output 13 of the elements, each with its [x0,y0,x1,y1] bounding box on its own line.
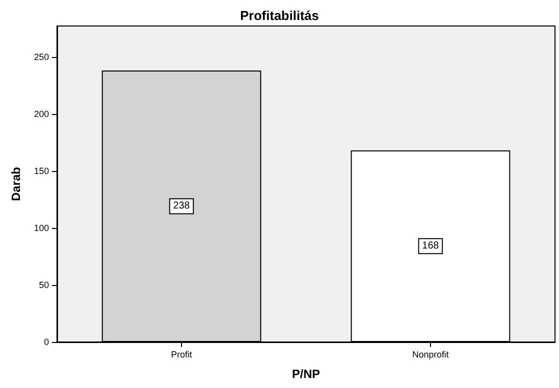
y-axis-title: Darab [9,166,23,202]
x-axis-title: P/NP [292,367,320,381]
x-tick-label: Profit [170,350,192,360]
chart-title: Profitabilitás [240,8,319,23]
y-tick-label: 50 [38,280,49,290]
y-tick-label: 0 [44,337,49,347]
y-tick-label: 200 [34,108,49,119]
data-label: 168 [422,240,440,252]
data-label: 238 [173,200,190,212]
y-tick-label: 250 [34,52,49,62]
y-tick-label: 100 [34,222,49,233]
x-tick-label: Nonprofit [412,350,450,360]
y-tick-label: 150 [34,166,49,176]
